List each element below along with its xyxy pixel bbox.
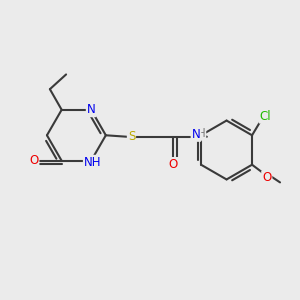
Text: S: S <box>128 130 135 143</box>
Text: N: N <box>192 128 200 141</box>
Text: NH: NH <box>84 156 101 169</box>
Text: O: O <box>29 154 38 167</box>
Text: O: O <box>262 172 272 184</box>
Text: Cl: Cl <box>260 110 271 123</box>
Text: N: N <box>87 103 95 116</box>
Text: H: H <box>196 127 205 140</box>
Text: O: O <box>169 158 178 171</box>
